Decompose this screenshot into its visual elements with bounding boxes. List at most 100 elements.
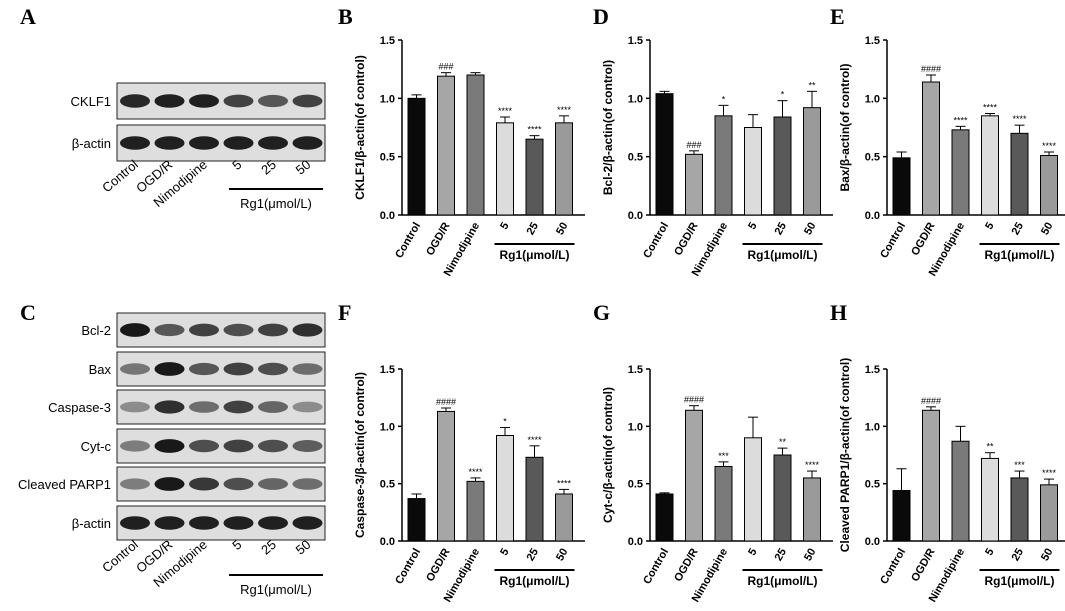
blot-band xyxy=(120,136,150,150)
blot-band xyxy=(189,401,219,413)
blot-band xyxy=(154,94,185,108)
blot-band xyxy=(258,439,288,453)
blot-row-label: Bcl-2 xyxy=(81,323,111,338)
blot-strip xyxy=(116,466,326,502)
blot-band xyxy=(154,439,185,453)
blot-band xyxy=(189,439,219,453)
blot-row-cleaved-parp1: Cleaved PARP1 xyxy=(18,466,326,502)
bar-nimodipine xyxy=(714,115,733,216)
x-category-label: 50 xyxy=(1039,547,1056,564)
bar-ogd-r xyxy=(685,153,703,216)
x-category-label: OGD/R xyxy=(909,220,937,257)
significance-marker: **** xyxy=(468,467,483,477)
x-category-label: 5 xyxy=(983,547,996,558)
bar-control xyxy=(892,490,911,542)
chart-b: 0.0 0.5 1.0 1.5 CKLF1/β-actin(of control) Con… xyxy=(353,35,585,278)
rg1-group-label: Rg1(μmol/L) xyxy=(747,248,817,262)
bar-control xyxy=(407,97,426,216)
blot-band xyxy=(154,477,185,491)
x-category-label: 25 xyxy=(773,221,790,238)
y-tick-label: 0.5 xyxy=(628,152,643,164)
bar-control xyxy=(892,157,911,216)
blot-band xyxy=(223,477,254,491)
x-category-label: OGD/R xyxy=(672,546,700,583)
blot-band xyxy=(223,516,254,530)
x-category-label: OGD/R xyxy=(424,220,452,257)
y-tick-label: 1.0 xyxy=(628,421,643,433)
blot-band xyxy=(189,362,219,376)
bar-ogd-r xyxy=(922,81,940,216)
blot-row-actin: β-actin xyxy=(72,505,326,541)
x-category-label: Control xyxy=(393,547,423,587)
blot-band xyxy=(189,94,219,108)
blot-strip xyxy=(116,82,326,120)
bar-50 xyxy=(555,122,573,216)
significance-marker: **** xyxy=(557,478,572,488)
bar-nimodipine xyxy=(951,129,970,216)
rg1-group-label: Rg1(μmol/L) xyxy=(984,248,1054,262)
blot-row-caspase-3: Caspase-3 xyxy=(48,389,326,425)
bar-ogd-r xyxy=(922,409,940,542)
blot-row-label: CKLF1 xyxy=(71,94,111,109)
blot-band xyxy=(154,362,185,376)
rg1-group-label: Rg1(μmol/L) xyxy=(747,574,817,588)
blot-category-label: Control xyxy=(99,537,141,576)
significance-marker: *** xyxy=(1014,460,1025,470)
y-tick-label: 0.5 xyxy=(628,479,643,491)
significance-marker: **** xyxy=(983,103,998,113)
blot-band xyxy=(189,516,219,530)
bar-control xyxy=(655,493,674,542)
blot-band xyxy=(154,516,185,530)
y-tick-label: 1.5 xyxy=(865,35,880,47)
x-category-label: 5 xyxy=(498,221,511,232)
rg1-group-label: Rg1(μmol/L) xyxy=(984,574,1054,588)
blot-band xyxy=(120,323,150,337)
significance-marker: #### xyxy=(684,395,704,405)
bar-25 xyxy=(1010,132,1029,216)
y-tick-label: 0.5 xyxy=(865,479,880,491)
y-tick-label: 0.0 xyxy=(380,210,395,222)
blot-band xyxy=(189,477,219,491)
blot-band xyxy=(154,323,185,337)
bar-50 xyxy=(1040,155,1058,216)
bar-ogd-r xyxy=(437,75,455,216)
bar-ogd-r xyxy=(437,410,455,542)
x-category-label: Control xyxy=(878,221,908,261)
y-tick-label: 1.0 xyxy=(380,93,395,105)
blot-band xyxy=(120,516,150,530)
x-category-label: 25 xyxy=(525,221,542,238)
y-axis-label: Cyt-c/β-actin(of control) xyxy=(601,387,615,523)
blot-band xyxy=(258,136,288,150)
blot-strip xyxy=(116,389,326,425)
blot-band xyxy=(292,478,323,490)
significance-marker: **** xyxy=(953,115,968,125)
panel-letter-h: H xyxy=(830,300,847,325)
blot-band xyxy=(154,136,185,150)
panel-letter-e: E xyxy=(830,4,845,29)
blot-strip xyxy=(116,351,326,387)
bar-5 xyxy=(981,457,999,542)
blot-band xyxy=(120,478,150,490)
bar-control xyxy=(655,93,674,216)
y-tick-label: 1.5 xyxy=(865,364,880,376)
bar-25 xyxy=(525,138,544,216)
x-category-label: 50 xyxy=(802,547,819,564)
bar-25 xyxy=(773,116,792,216)
x-category-label: OGD/R xyxy=(672,220,700,257)
bar-25 xyxy=(773,454,792,542)
y-axis-label: Bcl-2/β-actin(of control) xyxy=(601,60,615,195)
chart-e: 0.0 0.5 1.0 1.5 Bax/β-actin(of control) Contr… xyxy=(838,35,1065,278)
y-tick-label: 1.0 xyxy=(865,421,880,433)
blot-strip xyxy=(116,505,326,541)
x-category-label: 50 xyxy=(1039,221,1056,238)
blot-row-label: β-actin xyxy=(72,516,111,531)
bar-50 xyxy=(803,477,821,542)
blot-band xyxy=(292,401,323,413)
significance-marker: ** xyxy=(808,80,816,90)
panel-letter-d: D xyxy=(593,4,609,29)
significance-marker: ** xyxy=(986,442,994,452)
blot-row-label: β-actin xyxy=(72,136,111,151)
panel-letter-g: G xyxy=(593,300,610,325)
bar-25 xyxy=(1010,477,1029,542)
